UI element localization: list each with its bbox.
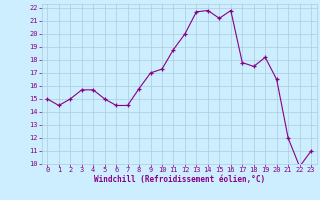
X-axis label: Windchill (Refroidissement éolien,°C): Windchill (Refroidissement éolien,°C) — [94, 175, 265, 184]
